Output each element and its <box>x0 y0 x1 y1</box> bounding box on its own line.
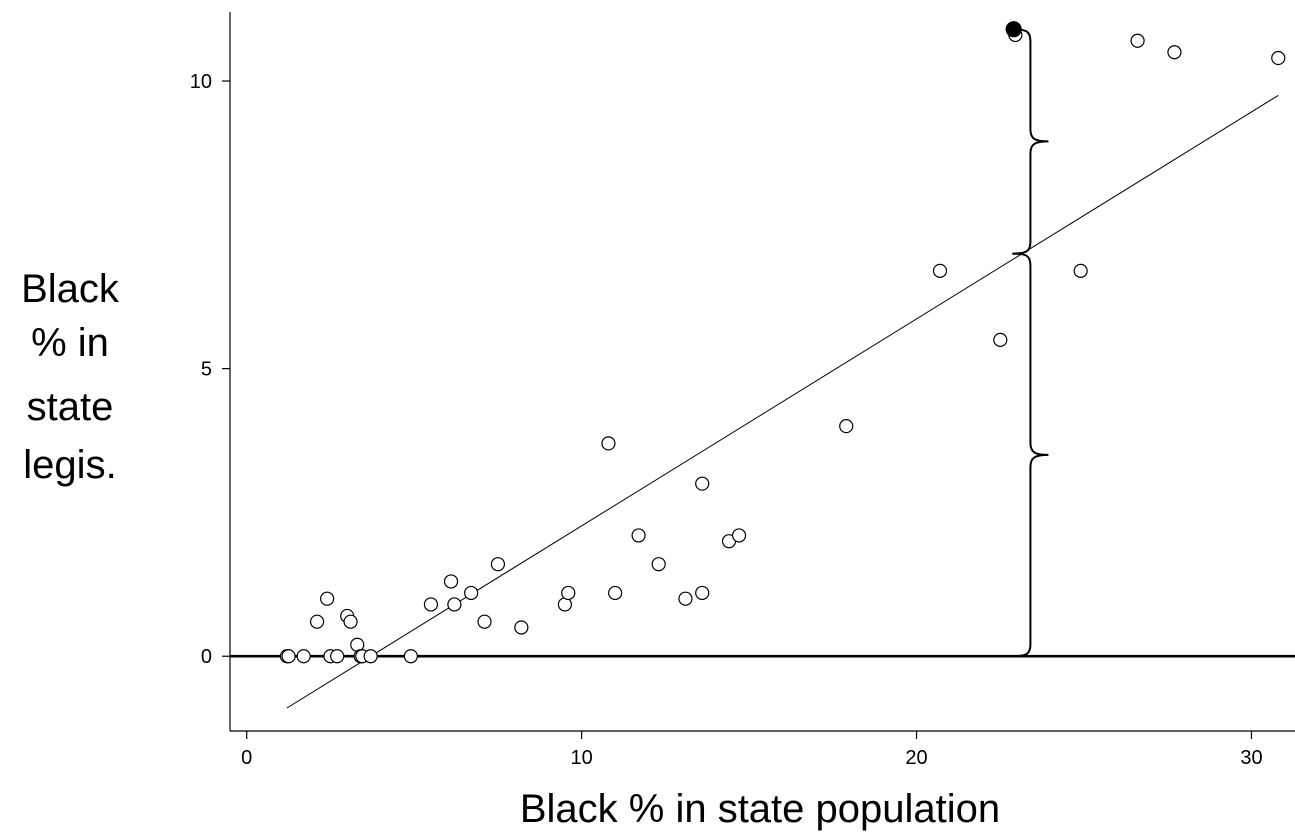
data-point <box>447 597 462 612</box>
data-point <box>695 585 710 601</box>
x-tick-label: 30 <box>1240 747 1262 769</box>
axes <box>229 12 1295 732</box>
data-point <box>464 585 479 601</box>
y-tick-label: 10 <box>190 71 212 93</box>
data-point <box>443 574 459 589</box>
data-point <box>320 591 335 606</box>
fit-line <box>286 94 1279 709</box>
data-point <box>296 649 311 664</box>
data-point <box>731 528 747 543</box>
data-point <box>608 585 623 601</box>
data-point <box>343 614 358 629</box>
data-point <box>1130 33 1145 48</box>
data-point <box>363 649 378 664</box>
y-axis-title-line-2: % in <box>31 321 109 365</box>
y-axis-title-line-4: legis. <box>23 443 116 487</box>
y-axis-title-line-1: Black <box>21 267 120 311</box>
x-tick-label: 10 <box>571 747 593 769</box>
data-point <box>403 649 418 664</box>
y-tick-label: 5 <box>201 359 212 381</box>
x-tick-label: 0 <box>241 747 252 769</box>
highlighted-point <box>1005 21 1022 38</box>
y-tick-label: 0 <box>201 646 212 668</box>
data-point <box>839 419 854 434</box>
data-point <box>1073 263 1088 278</box>
y-axis-title-line-3: state <box>27 385 114 429</box>
data-point <box>477 614 492 629</box>
data-point <box>330 649 345 664</box>
curly-brace-2 <box>1012 252 1049 658</box>
data-point <box>490 557 506 572</box>
data-point <box>932 263 948 278</box>
data-points <box>279 21 1286 664</box>
ticks: 0 10 20 30 0 5 10 <box>190 71 1263 769</box>
data-point <box>631 528 646 543</box>
y-axis-title: Black % in state legis. <box>21 267 120 487</box>
data-point <box>423 597 439 612</box>
data-point <box>281 649 296 664</box>
data-point <box>678 591 693 606</box>
x-axis-title: Black % in state population <box>520 787 1000 831</box>
data-point <box>695 476 710 491</box>
data-point <box>651 557 666 572</box>
data-point <box>309 614 325 629</box>
marks <box>230 28 1295 709</box>
data-point <box>1167 45 1182 60</box>
data-point <box>1271 50 1286 66</box>
data-point <box>601 436 616 451</box>
data-point <box>561 585 576 601</box>
x-tick-label: 20 <box>905 747 927 769</box>
curly-brace-1 <box>1012 28 1049 255</box>
data-point <box>514 620 529 635</box>
data-point <box>993 332 1008 347</box>
